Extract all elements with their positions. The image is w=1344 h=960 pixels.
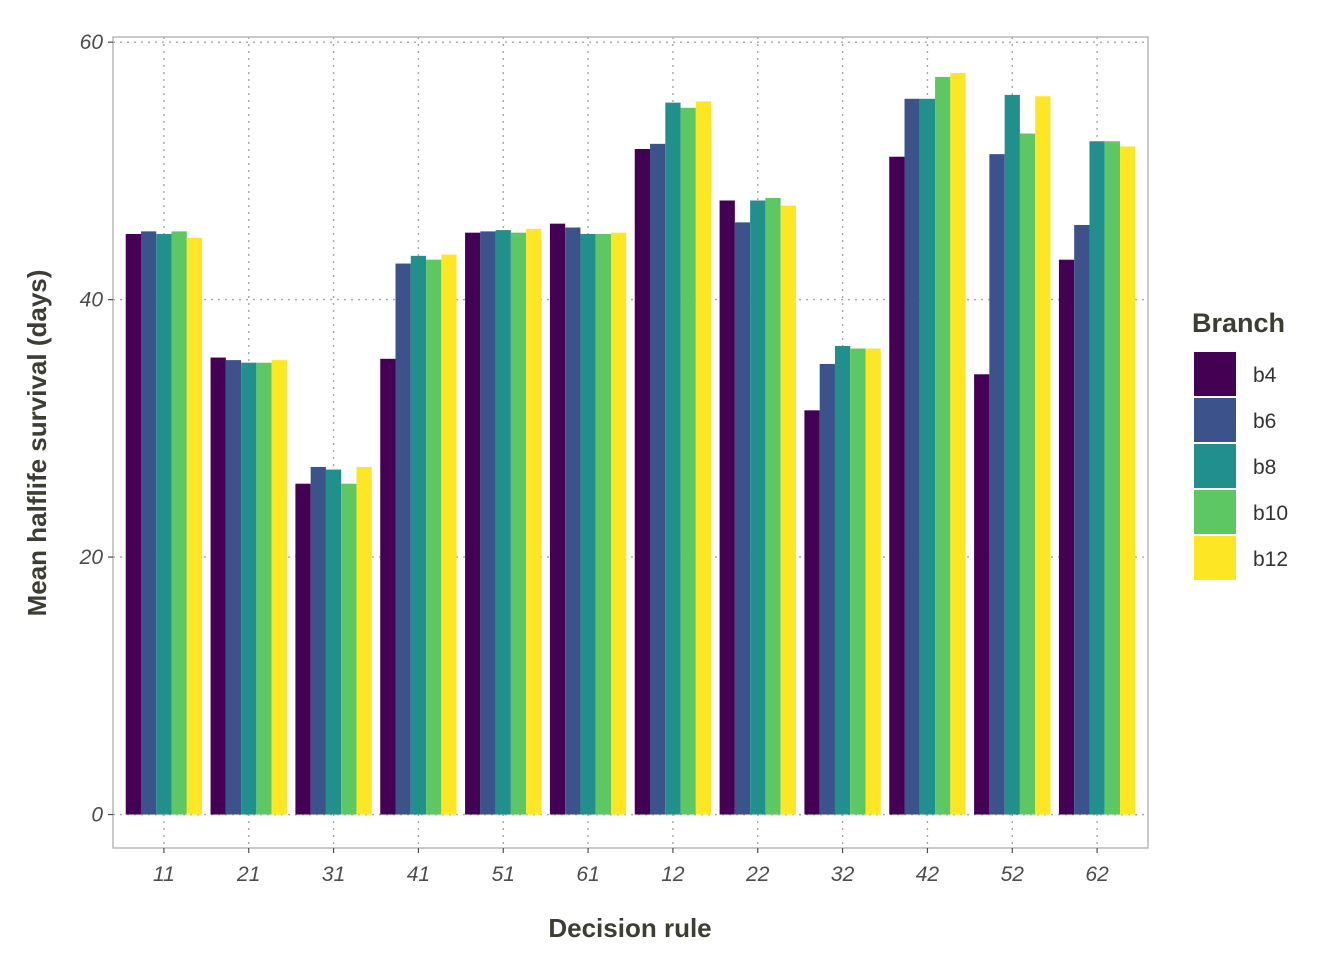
x-tick-label: 31 bbox=[322, 863, 345, 886]
bar-b4-12 bbox=[634, 148, 651, 815]
x-tick-label: 32 bbox=[831, 863, 855, 886]
x-tick-label: 61 bbox=[576, 863, 599, 886]
bar-b10-42 bbox=[935, 76, 951, 815]
bar-b8-11 bbox=[156, 233, 172, 815]
legend-key-b12 bbox=[1194, 536, 1236, 580]
x-tick-label: 41 bbox=[407, 863, 430, 886]
bar-b6-51 bbox=[480, 231, 496, 815]
bar-b8-21 bbox=[241, 362, 257, 815]
y-tick-label: 40 bbox=[80, 289, 104, 312]
bar-b4-22 bbox=[719, 200, 735, 815]
bar-b12-12 bbox=[695, 101, 712, 815]
bar-b12-21 bbox=[271, 360, 287, 815]
bar-b4-52 bbox=[974, 374, 990, 815]
bar-b4-32 bbox=[804, 410, 820, 815]
x-axis-title: Decision rule bbox=[548, 913, 711, 943]
bar-b10-51 bbox=[510, 232, 527, 815]
bar-b6-52 bbox=[989, 154, 1005, 815]
legend-label-b4: b4 bbox=[1253, 364, 1277, 387]
bar-b4-51 bbox=[465, 232, 481, 815]
bar-b8-12 bbox=[665, 102, 681, 815]
bar-b6-61 bbox=[565, 227, 581, 815]
bar-b6-31 bbox=[310, 466, 326, 815]
bar-b8-32 bbox=[834, 345, 851, 815]
bar-b12-11 bbox=[186, 237, 203, 815]
legend-label-b10: b10 bbox=[1253, 502, 1288, 525]
plot-panel-border bbox=[112, 36, 1149, 849]
legend-key-b8 bbox=[1194, 444, 1236, 488]
bar-b4-62 bbox=[1058, 259, 1075, 815]
bar-b10-11 bbox=[171, 231, 187, 815]
x-tick-label: 51 bbox=[492, 863, 515, 886]
bar-b6-32 bbox=[819, 363, 835, 815]
bar-b12-61 bbox=[610, 232, 627, 815]
bar-b6-21 bbox=[225, 360, 242, 815]
bar-b4-11 bbox=[125, 233, 141, 815]
y-axis: 0 20 40 60 bbox=[79, 31, 113, 827]
bar-b8-31 bbox=[325, 469, 342, 815]
x-tick-label: 11 bbox=[153, 863, 175, 886]
y-tick-label: 0 bbox=[91, 804, 103, 827]
bar-b8-52 bbox=[1004, 94, 1020, 815]
bar-b10-62 bbox=[1104, 141, 1121, 815]
bar-b12-52 bbox=[1035, 96, 1051, 815]
legend-label-b6: b6 bbox=[1253, 410, 1276, 433]
x-tick-label: 42 bbox=[916, 863, 940, 886]
y-tick-label: 20 bbox=[79, 546, 104, 569]
bar-b10-41 bbox=[426, 259, 442, 815]
bar-b10-22 bbox=[765, 197, 781, 815]
legend: Branch b4 b6 b8 b10 b12 bbox=[1192, 308, 1288, 580]
bar-b8-61 bbox=[580, 233, 596, 815]
x-axis: 11 21 31 41 51 61 12 22 32 42 52 62 bbox=[153, 848, 1109, 886]
bar-b10-31 bbox=[341, 483, 357, 815]
x-tick-label: 22 bbox=[745, 863, 770, 886]
y-tick-label: 60 bbox=[80, 31, 104, 54]
legend-label-b12: b12 bbox=[1253, 548, 1288, 571]
bar-b6-42 bbox=[904, 98, 920, 815]
bar-b12-22 bbox=[780, 205, 796, 815]
legend-title: Branch bbox=[1192, 308, 1285, 338]
legend-key-b6 bbox=[1194, 398, 1236, 442]
bar-b10-32 bbox=[850, 348, 866, 815]
bar-b6-62 bbox=[1074, 224, 1090, 815]
legend-key-b4 bbox=[1194, 352, 1236, 396]
x-tick-label: 52 bbox=[1001, 863, 1025, 886]
bar-b4-41 bbox=[380, 358, 396, 815]
bar-b12-62 bbox=[1120, 146, 1136, 815]
bar-b8-42 bbox=[919, 98, 936, 815]
bar-b10-52 bbox=[1019, 133, 1036, 815]
bar-b12-41 bbox=[441, 254, 457, 815]
bar-b6-41 bbox=[395, 263, 411, 815]
legend-key-b10 bbox=[1194, 490, 1236, 534]
legend-label-b8: b8 bbox=[1253, 456, 1276, 479]
bar-b12-31 bbox=[356, 466, 372, 815]
bar-b6-22 bbox=[734, 222, 751, 815]
bar-b12-32 bbox=[865, 348, 881, 815]
bar-b8-51 bbox=[495, 230, 511, 815]
bar-b12-51 bbox=[526, 228, 542, 815]
bar-b6-11 bbox=[140, 231, 157, 815]
y-axis-title: Mean halflife survival (days) bbox=[22, 270, 52, 617]
bar-b4-61 bbox=[549, 223, 566, 815]
bar-b8-41 bbox=[410, 255, 427, 815]
bar-b4-21 bbox=[210, 357, 226, 815]
bar-b10-61 bbox=[595, 233, 611, 815]
bar-b8-22 bbox=[750, 200, 766, 815]
bar-b6-12 bbox=[650, 143, 666, 815]
bar-b4-42 bbox=[889, 156, 905, 815]
bar-b10-12 bbox=[680, 107, 696, 815]
x-tick-label: 21 bbox=[236, 863, 260, 886]
bar-b10-21 bbox=[256, 362, 272, 815]
bars bbox=[125, 73, 1136, 815]
bar-b8-62 bbox=[1089, 141, 1105, 815]
bar-b12-42 bbox=[950, 73, 966, 815]
x-tick-label: 12 bbox=[661, 863, 685, 886]
x-tick-label: 62 bbox=[1085, 863, 1109, 886]
bar-b4-31 bbox=[295, 483, 311, 815]
